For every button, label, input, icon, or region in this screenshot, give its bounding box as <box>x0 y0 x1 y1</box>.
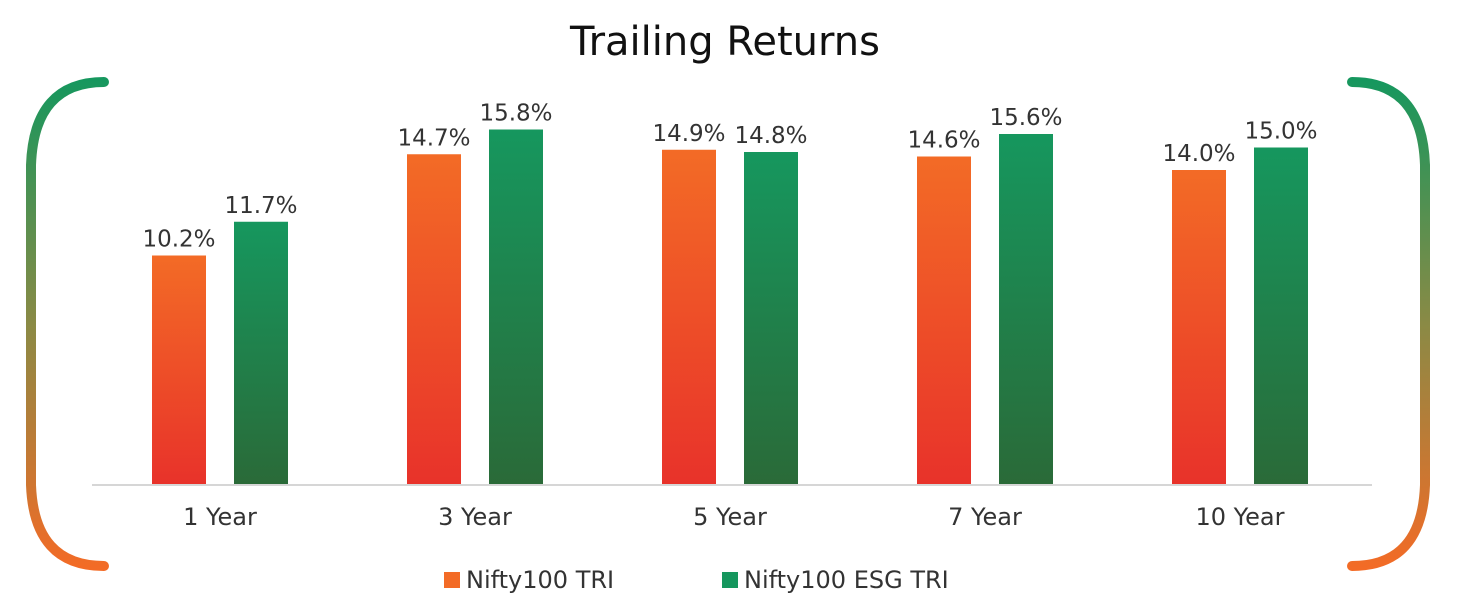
value-labels-layer: 10.2% 11.7% 14.7% 15.8% 14.9% 14.8% 14.6% 15.6%… <box>142 101 1317 253</box>
bars-layer <box>152 129 1308 485</box>
data-label-nifty100-esg-tri-3-year: 15.8% <box>479 101 552 127</box>
bar-nifty100-tri-7-year <box>917 156 971 485</box>
data-label-nifty100-esg-tri-10-year: 15.0% <box>1244 119 1317 145</box>
bar-nifty100-esg-tri-5-year <box>744 152 798 485</box>
legend-swatch-nifty100-tri <box>444 572 460 588</box>
bar-nifty100-esg-tri-7-year <box>999 134 1053 485</box>
chart-title: Trailing Returns <box>569 19 880 65</box>
x-tick-label-5-year: 5 Year <box>693 503 767 531</box>
bar-nifty100-esg-tri-3-year <box>489 129 543 485</box>
data-label-nifty100-esg-tri-1-year: 11.7% <box>224 193 297 219</box>
x-tick-label-7-year: 7 Year <box>948 503 1022 531</box>
data-label-nifty100-tri-7-year: 14.6% <box>907 128 980 154</box>
bar-nifty100-esg-tri-1-year <box>234 221 288 485</box>
bar-nifty100-esg-tri-10-year <box>1254 147 1308 485</box>
legend: Nifty100 TRI Nifty100 ESG TRI <box>444 566 949 594</box>
x-tick-label-3-year: 3 Year <box>438 503 512 531</box>
bar-nifty100-tri-3-year <box>407 154 461 485</box>
legend-swatch-nifty100-esg-tri <box>722 572 738 588</box>
left-bracket-frame <box>26 77 109 571</box>
data-label-nifty100-tri-5-year: 14.9% <box>652 121 725 147</box>
data-label-nifty100-esg-tri-5-year: 14.8% <box>734 123 807 149</box>
x-tick-label-1-year: 1 Year <box>183 503 257 531</box>
legend-label-nifty100-esg-tri: Nifty100 ESG TRI <box>744 566 949 594</box>
x-tick-label-10-year: 10 Year <box>1196 503 1285 531</box>
right-bracket-frame <box>1347 77 1430 571</box>
bar-nifty100-tri-1-year <box>152 255 206 485</box>
bar-nifty100-tri-10-year <box>1172 170 1226 485</box>
data-label-nifty100-tri-1-year: 10.2% <box>142 227 215 253</box>
legend-label-nifty100-tri: Nifty100 TRI <box>466 566 614 594</box>
data-label-nifty100-tri-10-year: 14.0% <box>1162 141 1235 167</box>
bar-nifty100-tri-5-year <box>662 149 716 485</box>
x-axis-tick-labels: 1 Year 3 Year 5 Year 7 Year 10 Year <box>183 503 1284 531</box>
data-label-nifty100-esg-tri-7-year: 15.6% <box>989 105 1062 131</box>
data-label-nifty100-tri-3-year: 14.7% <box>397 125 470 151</box>
